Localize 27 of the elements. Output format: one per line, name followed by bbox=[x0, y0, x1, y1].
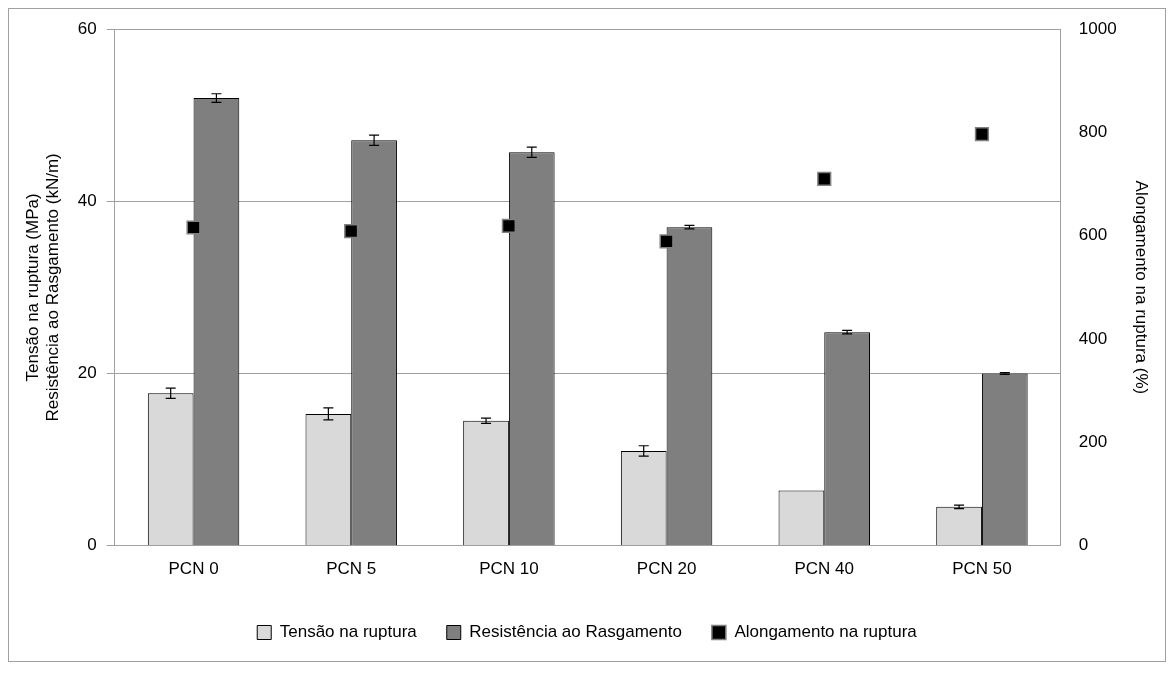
x-tick-label: PCN 20 bbox=[636, 559, 697, 579]
point bbox=[186, 220, 201, 235]
x-tick-label: PCN 40 bbox=[794, 559, 855, 579]
y2-tick-label: 800 bbox=[1078, 122, 1108, 142]
point bbox=[501, 218, 517, 234]
y2-tick-label: 200 bbox=[1078, 432, 1108, 452]
x-tick-label: PCN 0 bbox=[168, 559, 219, 579]
point bbox=[974, 126, 990, 142]
legend-label: Resistência ao Rasgamento bbox=[469, 622, 682, 642]
point bbox=[817, 171, 832, 187]
y-tick-label: 60 bbox=[77, 18, 97, 38]
y-tick-label: 20 bbox=[77, 363, 97, 383]
point bbox=[659, 234, 674, 249]
legend-label: Alongamento na ruptura bbox=[734, 622, 918, 642]
y2-tick-label: 0 bbox=[1078, 535, 1089, 555]
point bbox=[344, 224, 359, 239]
y-tick-label: 40 bbox=[77, 191, 97, 211]
y-axis-title: Tensão na ruptura (MPa) Resistência ao Rasgamento (kN/m) bbox=[22, 153, 63, 422]
legend-label: Tensão na ruptura bbox=[279, 622, 418, 642]
x-tick-label: PCN 50 bbox=[952, 559, 1012, 579]
y2-tick-label: 400 bbox=[1078, 328, 1108, 348]
y2-tick-label: 1000 bbox=[1078, 18, 1117, 38]
y-tick-label: 0 bbox=[87, 535, 97, 555]
y2-axis-title: Alongamento na ruptura (%) bbox=[1132, 180, 1152, 395]
x-tick-label: PCN 5 bbox=[326, 559, 377, 579]
x-tick-label: PCN 10 bbox=[479, 559, 539, 579]
y2-tick-label: 600 bbox=[1078, 225, 1108, 245]
